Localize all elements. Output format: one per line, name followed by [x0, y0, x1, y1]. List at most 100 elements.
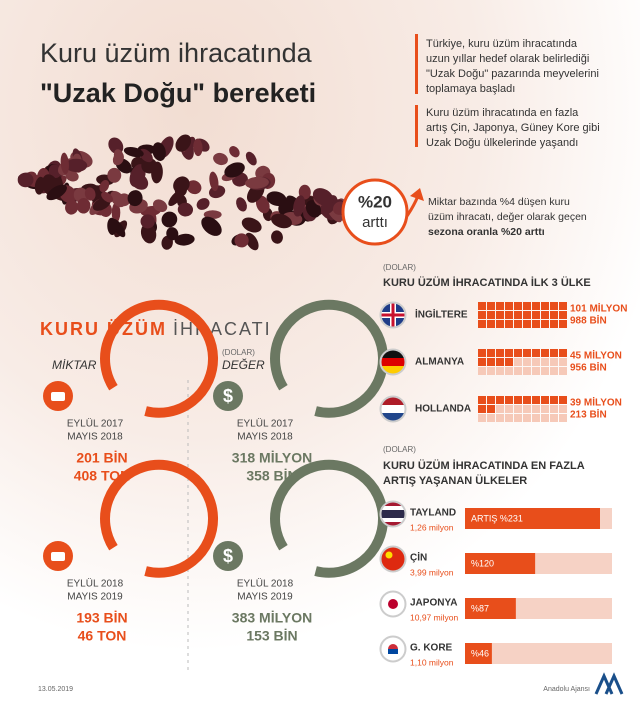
- flag: [379, 635, 407, 663]
- raisin: [48, 164, 62, 178]
- flag-border: [379, 635, 407, 663]
- waffle-cell: [559, 358, 567, 366]
- country: G. KORE: [410, 643, 453, 654]
- waffle-cell: [514, 311, 522, 319]
- flag-border: [379, 500, 407, 528]
- raisin: [245, 232, 259, 251]
- waffle-cell: [550, 349, 558, 357]
- waffle-cell: [541, 349, 549, 357]
- raisin: [110, 191, 126, 208]
- period: MAYIS 2019: [237, 592, 293, 603]
- raisin: [213, 152, 228, 166]
- total: 10,97 milyon: [410, 612, 458, 622]
- quantity-text: 46 TON: [78, 628, 127, 644]
- amount: 45 MİLYON: [570, 349, 622, 362]
- amount: 956 BİN: [570, 361, 607, 374]
- raisin: [271, 230, 283, 244]
- raisin: [65, 200, 79, 215]
- total: 3,99 milyon: [410, 567, 454, 577]
- flag: [379, 348, 407, 376]
- waffle-cell: [532, 396, 540, 404]
- period: EYLÜL 2018: [237, 578, 294, 590]
- country: HOLLANDA: [415, 404, 471, 415]
- raisin: [65, 158, 88, 173]
- period: MAYIS 2018: [67, 432, 123, 443]
- waffle: [478, 349, 567, 375]
- quantity-label: MİKTAR: [52, 358, 97, 372]
- raisin: [76, 198, 91, 214]
- amount: 39 MİLYON: [570, 396, 622, 409]
- waffle-cell: [559, 320, 567, 328]
- country: ALMANYA: [415, 357, 464, 368]
- flag-part: [381, 397, 405, 405]
- footer-source: Anadolu Ajansı: [543, 686, 590, 693]
- badge-label: arttı: [362, 214, 388, 231]
- raisin: [112, 152, 124, 166]
- raisin: [17, 172, 34, 188]
- waffle-cell: [532, 349, 540, 357]
- waffle-cell: [523, 311, 531, 319]
- period: EYLÜL 2017: [67, 418, 124, 430]
- ring: [100, 459, 219, 578]
- badge-note-line: Miktar bazında %4 düşen kuru: [428, 196, 570, 208]
- value-label: DEĞER: [222, 357, 265, 372]
- period: EYLÜL 2018: [67, 578, 124, 590]
- waffle-cell: [496, 302, 504, 310]
- waffle-cell: [550, 358, 558, 366]
- waffle-cell: [523, 396, 531, 404]
- flag: [379, 590, 407, 618]
- top3-unit: (DOLAR): [383, 263, 416, 272]
- waffle-cell: [559, 414, 567, 422]
- waffle-cell: [505, 320, 513, 328]
- ring: [270, 459, 389, 578]
- top3: (DOLAR) KURU ÜZÜM İHRACATINDA İLK 3 ÜLKE İ…: [379, 263, 627, 423]
- quantity-text: 201 BİN: [76, 450, 127, 466]
- waffle-cell: [496, 367, 504, 375]
- arrow-head: [410, 188, 424, 201]
- waffle-cell: [496, 414, 504, 422]
- waffle-cell: [541, 414, 549, 422]
- value-text: 383 MİLYON: [232, 610, 312, 626]
- note-line: Kuru üzüm ihracatında en fazla: [426, 107, 579, 119]
- bar: [465, 643, 492, 664]
- waffle-cell: [523, 302, 531, 310]
- bar-label: %120: [471, 558, 494, 568]
- flag-clip: [381, 637, 405, 661]
- total: 1,26 milyon: [410, 522, 454, 532]
- raisin: [278, 200, 294, 216]
- section-title-bold: KURU ÜZÜM: [40, 319, 167, 339]
- waffle-cell: [550, 405, 558, 413]
- flag: [379, 500, 407, 528]
- flag-clip: [381, 592, 405, 616]
- waffle-cell: [478, 349, 486, 357]
- waffle-cell: [550, 396, 558, 404]
- waffle-cell: [559, 349, 567, 357]
- waffle-cell: [478, 396, 486, 404]
- flag-clip: [381, 502, 405, 526]
- waffle-cell: [487, 320, 495, 328]
- section-title: KURU ÜZÜM İHRACATI: [40, 319, 272, 339]
- note-line: artış Çin, Japonya, Güney Kore gibi: [426, 122, 600, 134]
- period: MAYIS 2018: [237, 432, 293, 443]
- waffle-cell: [496, 358, 504, 366]
- waffle-cell: [505, 405, 513, 413]
- waffle-cell: [514, 358, 522, 366]
- raisin: [271, 213, 292, 229]
- waffle-cell: [532, 302, 540, 310]
- raisin: [245, 151, 257, 166]
- raisin: [209, 171, 219, 191]
- amount: 101 MİLYON: [570, 302, 627, 315]
- raisin: [168, 189, 184, 207]
- waffle-cell: [550, 302, 558, 310]
- waffle-cell: [505, 349, 513, 357]
- raisin: [99, 179, 110, 193]
- waffle-cell: [487, 405, 495, 413]
- total: 1,10 milyon: [410, 657, 454, 667]
- waffle-cell: [514, 405, 522, 413]
- waffle-cell: [478, 358, 486, 366]
- raisin: [255, 195, 270, 214]
- waffle-cell: [505, 311, 513, 319]
- raisin: [166, 227, 179, 241]
- waffle-cell: [514, 320, 522, 328]
- waffle-cell: [496, 320, 504, 328]
